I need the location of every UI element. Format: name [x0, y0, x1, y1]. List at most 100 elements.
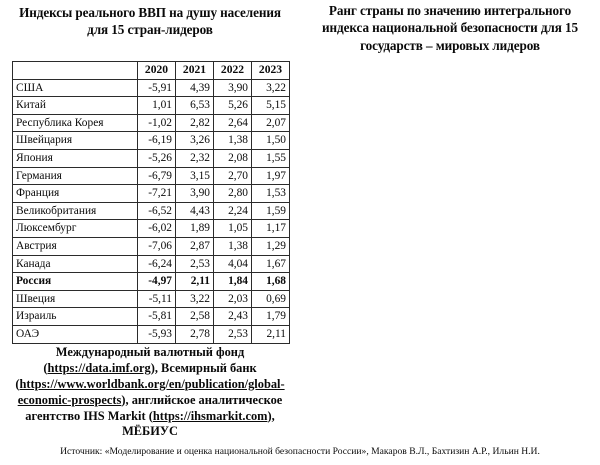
table-row: Швеция -5,11 3,22 2,03 0,69 — [12, 289, 290, 309]
value-cell: 3,90 — [175, 184, 214, 203]
table-row: США -5,91 4,39 3,90 3,22 — [12, 78, 290, 98]
table-row: Австрия -7,06 2,87 1,38 1,29 — [12, 236, 290, 256]
table-row: Израиль -5,81 2,58 2,43 1,79 — [12, 307, 290, 326]
value-cell: 1,50 — [251, 131, 290, 150]
value-cell: 2,82 — [175, 113, 214, 133]
gdp-index-table: 2020 2021 2022 2023 США -5,91 4,39 3,90 3,22 Кит… — [12, 61, 290, 344]
country-name-cell: Великобритания — [12, 201, 138, 221]
country-name-cell: Швейцария — [12, 131, 138, 150]
value-cell: -7,06 — [137, 236, 176, 256]
value-cell: 4,43 — [175, 201, 214, 221]
value-cell: 2,58 — [175, 307, 214, 326]
value-cell: 1,05 — [213, 219, 252, 238]
value-cell: -1,02 — [137, 113, 176, 133]
gdp-table-wrapper: 2020 2021 2022 2023 США -5,91 4,39 3,90 3,22 Кит… — [12, 61, 290, 344]
value-cell: -6,52 — [137, 201, 176, 221]
value-cell: 1,53 — [251, 184, 290, 203]
value-cell: -5,11 — [137, 289, 176, 309]
value-cell: 1,67 — [251, 254, 290, 274]
source-text: ), Всемирный банк ( — [15, 360, 257, 391]
value-cell: 2,11 — [251, 324, 290, 344]
source-link[interactable]: https://data.imf.org — [47, 360, 151, 375]
table-row: ОАЭ -5,93 2,78 2,53 2,11 — [12, 324, 290, 344]
value-cell: -5,93 — [137, 324, 176, 344]
value-cell: 1,17 — [251, 219, 290, 238]
country-name-cell: Германия — [12, 166, 138, 186]
value-cell: 1,01 — [137, 96, 176, 115]
value-cell: 3,22 — [251, 78, 290, 98]
value-cell: 3,26 — [175, 131, 214, 150]
right-panel-title: Ранг страны по значению интегрального ин… — [322, 3, 578, 53]
value-cell: 1,79 — [251, 307, 290, 326]
value-cell: 2,70 — [213, 166, 252, 186]
value-cell: 3,90 — [213, 78, 252, 98]
column-header-year: 2022 — [213, 61, 252, 80]
table-row: Канада -6,24 2,53 4,04 1,67 — [12, 254, 290, 274]
source-link[interactable]: https://ihsmarkit.com — [152, 408, 268, 423]
value-cell: -7,21 — [137, 184, 176, 203]
value-cell: 2,53 — [175, 254, 214, 274]
column-header-year: 2020 — [137, 61, 176, 80]
value-cell: 2,64 — [213, 113, 252, 133]
table-row: Китай 1,01 6,53 5,26 5,15 — [12, 96, 290, 115]
left-panel-title: Индексы реального ВВП на душу населения … — [19, 5, 281, 38]
left-sources-note: Международный валютный фонд (https://dat… — [6, 345, 294, 440]
value-cell: 6,53 — [175, 96, 214, 115]
column-header-year: 2023 — [251, 61, 290, 80]
table-row: Япония -5,26 2,32 2,08 1,55 — [12, 148, 290, 168]
table-row: Германия -6,79 3,15 2,70 1,97 — [12, 166, 290, 186]
country-name-cell: Республика Корея — [12, 113, 138, 133]
value-cell: -5,26 — [137, 148, 176, 168]
table-row: Франция -7,21 3,90 2,80 1,53 — [12, 184, 290, 203]
value-cell: -5,81 — [137, 307, 176, 326]
table-row: Люксембург -6,02 1,89 1,05 1,17 — [12, 219, 290, 238]
value-cell: 1,89 — [175, 219, 214, 238]
value-cell: 1,59 — [251, 201, 290, 221]
value-cell: 1,55 — [251, 148, 290, 168]
value-cell: -6,19 — [137, 131, 176, 150]
country-name-cell: Япония — [12, 148, 138, 168]
value-cell: 2,24 — [213, 201, 252, 221]
country-name-cell: Китай — [12, 96, 138, 115]
value-cell: -6,02 — [137, 219, 176, 238]
value-cell: 2,07 — [251, 113, 290, 133]
value-cell: 2,43 — [213, 307, 252, 326]
country-name-cell: Израиль — [12, 307, 138, 326]
value-cell: 3,22 — [175, 289, 214, 309]
value-cell: 0,69 — [251, 289, 290, 309]
gdp-table-body: США -5,91 4,39 3,90 3,22 Китай 1,01 6,53 5,26 5,1… — [12, 78, 290, 344]
value-cell: -6,24 — [137, 254, 176, 274]
gdp-table-head: 2020 2021 2022 2023 — [12, 61, 290, 80]
value-cell: 4,04 — [213, 254, 252, 274]
value-cell: 1,29 — [251, 236, 290, 256]
value-cell: 2,80 — [213, 184, 252, 203]
table-row: Россия -4,97 2,11 1,84 1,68 — [12, 272, 290, 291]
table-row: Республика Корея -1,02 2,82 2,64 2,07 — [12, 113, 290, 133]
source-text: ), МЁБИУС — [122, 408, 275, 439]
source-text: Международный валютный фонд ( — [43, 345, 245, 375]
value-cell: 2,78 — [175, 324, 214, 344]
value-cell: -5,91 — [137, 78, 176, 98]
country-name-cell: ОАЭ — [12, 324, 138, 344]
value-cell: 1,38 — [213, 236, 252, 256]
country-name-cell: Канада — [12, 254, 138, 274]
source-text: ), английское аналитическое агентство IH… — [25, 392, 283, 423]
value-cell: 1,97 — [251, 166, 290, 186]
country-name-cell: Австрия — [12, 236, 138, 256]
value-cell: 4,39 — [175, 78, 214, 98]
value-cell: -4,97 — [137, 272, 176, 291]
value-cell: 5,15 — [251, 96, 290, 115]
country-name-cell: Франция — [12, 184, 138, 203]
country-name-cell: Швеция — [12, 289, 138, 309]
column-header-country — [12, 61, 138, 80]
value-cell: 2,53 — [213, 324, 252, 344]
table-row: Швейцария -6,19 3,26 1,38 1,50 — [12, 131, 290, 150]
right-panel: Ранг страны по значению интегрального ин… — [300, 0, 600, 465]
gdp-header-row: 2020 2021 2022 2023 — [12, 61, 290, 80]
source-link[interactable]: https://www.worldbank.org/en/publication… — [17, 376, 285, 407]
left-panel: Индексы реального ВВП на душу населения … — [6, 5, 294, 440]
value-cell: 2,87 — [175, 236, 214, 256]
country-name-cell: США — [12, 78, 138, 98]
table-row: Великобритания -6,52 4,43 2,24 1,59 — [12, 201, 290, 221]
value-cell: 2,11 — [175, 272, 214, 291]
